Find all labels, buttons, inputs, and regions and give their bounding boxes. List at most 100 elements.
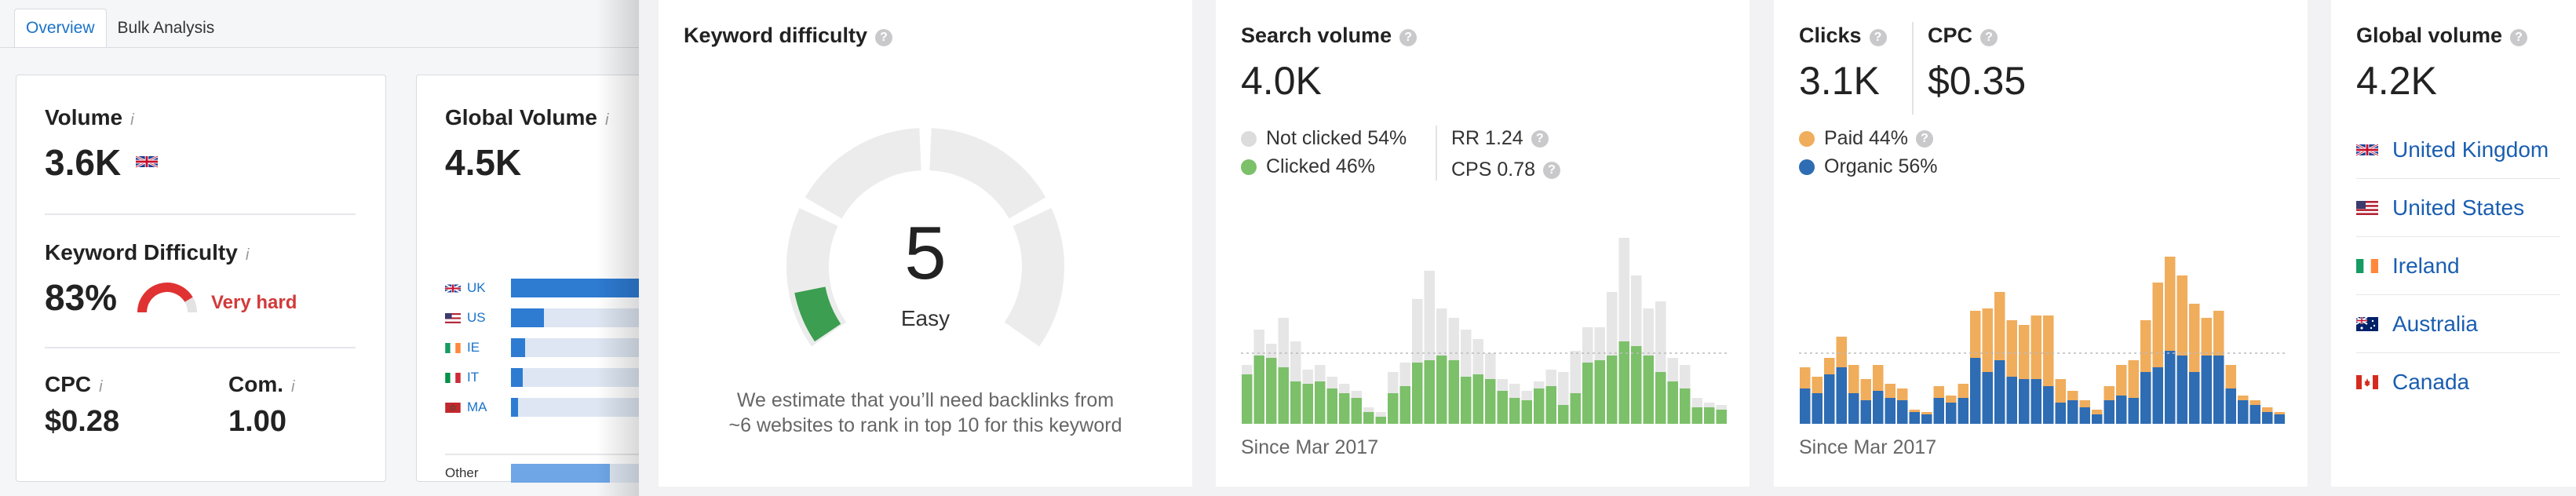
bar-not-clicked[interactable] <box>1704 403 1715 407</box>
bar-paid[interactable] <box>2152 283 2164 367</box>
bar-paid[interactable] <box>2092 410 2103 414</box>
bar-paid[interactable] <box>2043 315 2054 386</box>
bar-organic[interactable] <box>2262 412 2273 424</box>
bar-clicked[interactable] <box>1509 398 1520 424</box>
bar-paid[interactable] <box>1885 384 1896 398</box>
bar-paid[interactable] <box>2262 407 2273 412</box>
bar-organic[interactable] <box>2128 398 2140 424</box>
bar-not-clicked[interactable] <box>1534 381 1545 388</box>
bar-clicked[interactable] <box>1594 360 1606 424</box>
bar-paid[interactable] <box>1909 410 1921 412</box>
bar-clicked[interactable] <box>1643 356 1655 424</box>
bar-not-clicked[interactable] <box>1436 308 1447 356</box>
gv-country-code[interactable]: IT <box>467 370 480 385</box>
bar-paid[interactable] <box>1800 367 1811 388</box>
bar-paid[interactable] <box>1933 386 1945 398</box>
bar-organic[interactable] <box>2140 372 2151 424</box>
bar-paid[interactable] <box>1921 412 1932 414</box>
bar-paid[interactable] <box>2116 365 2127 396</box>
bar-clicked[interactable] <box>1363 412 1374 424</box>
bar-paid[interactable] <box>1824 358 1835 374</box>
bar-organic[interactable] <box>1800 388 1811 424</box>
bar-organic[interactable] <box>1909 412 1921 424</box>
bar-organic[interactable] <box>2274 414 2286 424</box>
bar-not-clicked[interactable] <box>1545 370 1557 386</box>
bar-clicked[interactable] <box>1375 417 1387 424</box>
bar-organic[interactable] <box>2213 356 2224 424</box>
bar-clicked[interactable] <box>1339 393 1350 424</box>
bar-organic[interactable] <box>2152 367 2164 424</box>
bar-clicked[interactable] <box>1716 410 1728 424</box>
kd-help-icon[interactable]: ? <box>875 29 893 46</box>
bar-organic[interactable] <box>1873 391 1884 424</box>
bar-not-clicked[interactable] <box>1618 238 1630 341</box>
bar-paid[interactable] <box>2225 365 2237 388</box>
bar-paid[interactable] <box>2103 386 2115 400</box>
bar-not-clicked[interactable] <box>1521 391 1533 400</box>
bar-organic[interactable] <box>1958 398 1969 424</box>
bar-clicked[interactable] <box>1326 388 1338 424</box>
bar-not-clicked[interactable] <box>1375 412 1387 417</box>
bar-organic[interactable] <box>2176 356 2188 424</box>
bar-not-clicked[interactable] <box>1691 398 1703 407</box>
bar-not-clicked[interactable] <box>1253 330 1265 356</box>
country-link-united-kingdom[interactable]: United Kingdom <box>2356 137 2549 162</box>
bar-organic[interactable] <box>1848 393 1859 424</box>
bar-clicked[interactable] <box>1497 391 1509 424</box>
bar-clicked[interactable] <box>1607 356 1618 424</box>
bar-not-clicked[interactable] <box>1242 365 1253 374</box>
bar-not-clicked[interactable] <box>1412 299 1423 363</box>
bar-not-clicked[interactable] <box>1631 275 1642 346</box>
bar-not-clicked[interactable] <box>1607 292 1618 356</box>
country-link-united-states[interactable]: United States <box>2356 195 2524 221</box>
bar-organic[interactable] <box>2103 400 2115 424</box>
paid-help-icon[interactable]: ? <box>1916 129 1934 148</box>
bar-not-clicked[interactable] <box>1558 372 1569 405</box>
bar-paid[interactable] <box>2213 311 2224 356</box>
tab-bulk-analysis[interactable]: Bulk Analysis <box>117 19 215 37</box>
bar-not-clicked[interactable] <box>1680 365 1691 388</box>
country-link-australia[interactable]: Australia <box>2356 312 2478 337</box>
bar-clicked[interactable] <box>1351 398 1363 424</box>
bar-paid[interactable] <box>2238 396 2249 400</box>
bar-clicked[interactable] <box>1667 381 1679 424</box>
gv-right-help-icon[interactable]: ? <box>2510 29 2528 46</box>
country-link-canada[interactable]: Canada <box>2356 370 2469 395</box>
gv-country-code[interactable]: IE <box>467 340 480 355</box>
bar-not-clicked[interactable] <box>1326 377 1338 388</box>
bar-organic[interactable] <box>2165 351 2176 424</box>
bar-paid[interactable] <box>1994 292 2005 360</box>
bar-clicked[interactable] <box>1412 363 1423 424</box>
bar-paid[interactable] <box>2055 379 2067 403</box>
bar-not-clicked[interactable] <box>1278 318 1290 367</box>
gv-country-code[interactable]: UK <box>467 280 486 295</box>
bar-clicked[interactable] <box>1424 360 1436 424</box>
bar-paid[interactable] <box>2067 391 2078 400</box>
bar-paid[interactable] <box>2201 318 2213 356</box>
bar-organic[interactable] <box>2092 414 2103 424</box>
bar-organic[interactable] <box>1970 358 1981 424</box>
sv-help-icon[interactable]: ? <box>1399 29 1418 46</box>
bar-not-clicked[interactable] <box>1399 363 1411 386</box>
bar-not-clicked[interactable] <box>1363 407 1374 412</box>
bar-clicked[interactable] <box>1485 379 1496 424</box>
bar-organic[interactable] <box>2031 379 2042 424</box>
bar-paid[interactable] <box>1982 308 1994 372</box>
gv-country-code[interactable]: US <box>467 310 486 325</box>
bar-not-clicked[interactable] <box>1315 365 1326 381</box>
bar-paid[interactable] <box>2140 320 2151 372</box>
bar-clicked[interactable] <box>1242 374 1253 424</box>
bar-paid[interactable] <box>1836 337 1848 367</box>
bar-not-clicked[interactable] <box>1351 391 1363 398</box>
bar-clicked[interactable] <box>1582 363 1593 424</box>
bar-not-clicked[interactable] <box>1424 271 1436 360</box>
country-link-ireland[interactable]: Ireland <box>2356 253 2460 279</box>
bar-paid[interactable] <box>1873 365 1884 391</box>
bar-paid[interactable] <box>1812 377 1823 393</box>
bar-organic[interactable] <box>2116 396 2127 424</box>
kd-info-icon[interactable]: i <box>245 246 250 264</box>
bar-not-clicked[interactable] <box>1594 327 1606 360</box>
bar-clicked[interactable] <box>1399 386 1411 424</box>
bar-organic[interactable] <box>2043 386 2054 424</box>
bar-paid[interactable] <box>2128 360 2140 398</box>
